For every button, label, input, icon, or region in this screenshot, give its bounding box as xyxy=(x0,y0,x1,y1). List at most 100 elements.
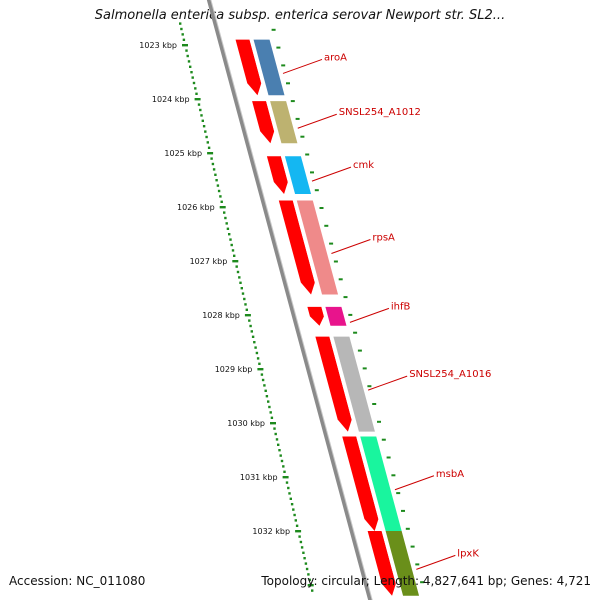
scale-minor-tick xyxy=(179,22,182,25)
scale-minor-tick xyxy=(305,567,309,571)
backbone-line xyxy=(206,0,373,600)
cds-arrow xyxy=(235,39,262,96)
scale-minor-tick xyxy=(294,519,297,522)
scale-tick-label: 1030 kbp xyxy=(227,419,265,428)
scale-tick-label: 1032 kbp xyxy=(252,527,290,536)
scale-minor-tick xyxy=(207,146,211,149)
scale-minor-tick xyxy=(300,546,304,549)
gene-label: SNSL254_A1016 xyxy=(409,369,491,380)
outer-scale-mark xyxy=(333,260,338,263)
outer-scale-mark xyxy=(314,189,319,192)
gene-label: SNSL254_A1012 xyxy=(339,107,421,118)
ring-gap xyxy=(292,200,322,295)
scale-minor-tick xyxy=(191,76,194,79)
scale-minor-tick xyxy=(279,454,282,457)
scale-minor-tick xyxy=(255,351,259,355)
scale-minor-tick xyxy=(298,535,301,538)
outer-scale-mark xyxy=(286,82,290,85)
outer-scale-mark xyxy=(386,456,391,459)
ring-gap xyxy=(266,101,281,144)
gene-leader-line xyxy=(394,475,435,491)
scale-minor-tick xyxy=(225,222,228,225)
scale-minor-tick xyxy=(239,281,242,284)
scale-minor-tick xyxy=(181,33,184,36)
scale-minor-tick xyxy=(273,427,276,430)
outer-scale-mark xyxy=(367,385,372,388)
gene-label: ihfB xyxy=(391,301,411,312)
scale-minor-tick xyxy=(289,497,292,500)
scale-minor-tick xyxy=(243,297,246,301)
scale-minor-tick xyxy=(240,287,243,290)
scale-minor-tick xyxy=(256,357,260,360)
cds-arrow xyxy=(266,156,288,195)
scale-major-tick xyxy=(307,584,314,587)
gene-features xyxy=(235,39,420,596)
gene-leader-line xyxy=(367,375,408,391)
topology-text: Topology: circular; Length: 4,827,641 bp… xyxy=(261,574,591,588)
scale-minor-tick xyxy=(217,189,221,193)
scale-ticks: 1023 kbp 1024 kbp 1025 kbp 1026 kbp 1027 kbp… xyxy=(139,22,425,592)
scale-minor-tick xyxy=(245,308,248,311)
scale-tick-label: 1031 kbp xyxy=(240,473,278,482)
scale-minor-tick xyxy=(236,270,240,274)
scale-major-tick xyxy=(282,476,289,479)
scale-minor-tick xyxy=(288,492,291,495)
cds-arrow xyxy=(278,200,315,295)
scale-minor-tick xyxy=(293,513,296,517)
scale-minor-tick xyxy=(210,157,213,160)
ring-gap xyxy=(280,156,295,195)
scale-minor-tick xyxy=(200,114,203,117)
ring-gap xyxy=(356,436,385,531)
scale-minor-tick xyxy=(248,319,251,322)
gene-band xyxy=(253,39,285,96)
scale-minor-tick xyxy=(251,335,255,338)
outer-scale-mark xyxy=(415,563,420,566)
outer-scale-mark xyxy=(405,527,410,530)
ring-gap xyxy=(321,306,330,326)
gene-leader-line xyxy=(297,113,337,129)
cds-arrow xyxy=(367,531,396,596)
scale-minor-tick xyxy=(204,130,207,133)
scale-tick-label: 1024 kbp xyxy=(152,95,190,104)
gene-label: lpxK xyxy=(457,548,479,559)
scale-minor-tick xyxy=(263,384,266,387)
scale-minor-tick xyxy=(206,141,209,144)
scale-minor-tick xyxy=(292,508,295,511)
scale-minor-tick xyxy=(185,49,188,52)
scale-major-tick xyxy=(244,314,251,317)
scale-tick-label: 1025 kbp xyxy=(164,149,202,158)
scale-minor-tick xyxy=(201,119,204,122)
scale-major-tick xyxy=(232,260,239,263)
scale-minor-tick xyxy=(192,81,196,85)
scale-minor-tick xyxy=(241,292,245,295)
scale-minor-tick xyxy=(269,411,272,414)
scale-tick-label: 1023 kbp xyxy=(139,41,177,50)
scale-minor-tick xyxy=(304,562,308,565)
scale-minor-tick xyxy=(189,65,192,68)
ring-gap xyxy=(329,336,358,432)
scale-minor-tick xyxy=(186,54,189,58)
scale-minor-tick xyxy=(187,60,191,63)
backbone xyxy=(206,0,373,600)
outer-scale-mark xyxy=(295,117,300,120)
scale-tick-label: 1026 kbp xyxy=(177,203,215,212)
outer-scale-mark xyxy=(343,296,348,299)
scale-minor-tick xyxy=(190,71,193,74)
outer-scale-mark xyxy=(319,207,324,209)
scale-minor-tick xyxy=(216,184,220,187)
scale-minor-tick xyxy=(274,432,277,436)
scale-minor-tick xyxy=(205,135,208,139)
scale-minor-tick xyxy=(231,249,235,252)
scale-minor-tick xyxy=(290,503,294,506)
outer-scale-mark xyxy=(329,242,334,245)
scale-minor-tick xyxy=(202,125,206,128)
outer-scale-mark xyxy=(281,64,286,67)
outer-scale-mark xyxy=(381,438,386,441)
scale-minor-tick xyxy=(282,465,285,468)
outer-scale-mark xyxy=(300,135,305,138)
cds-arrow xyxy=(342,436,379,531)
scale-minor-tick xyxy=(267,400,270,403)
cds-arrow xyxy=(307,306,324,326)
